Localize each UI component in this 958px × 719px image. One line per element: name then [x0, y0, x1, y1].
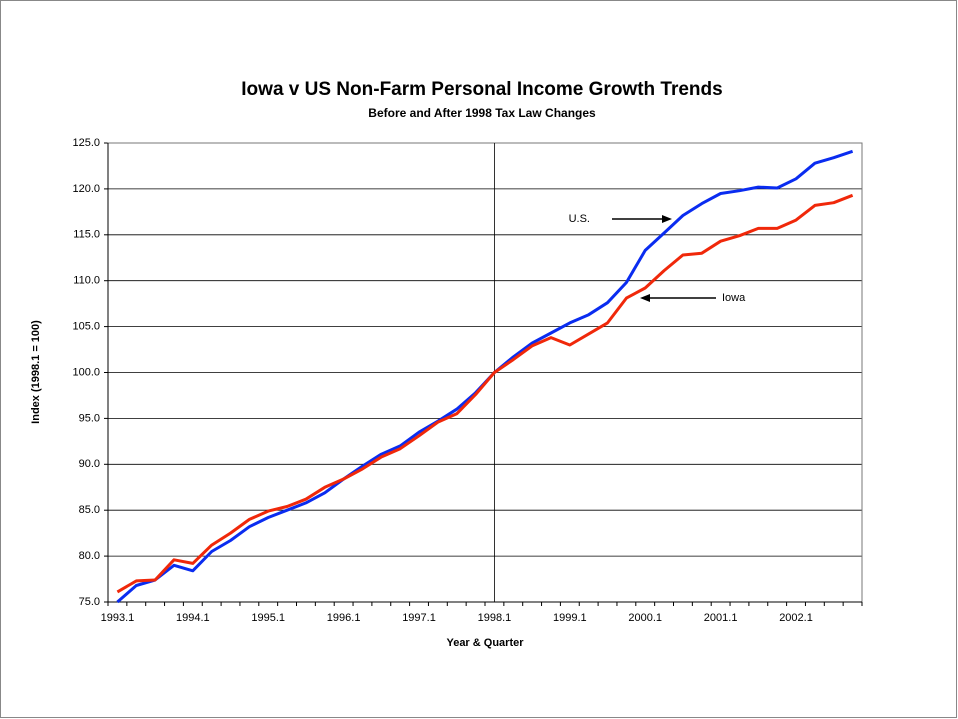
x-tick-label: 2002.1: [779, 612, 813, 624]
series-line: [116, 193, 854, 594]
x-tick-label: 1995.1: [251, 612, 285, 624]
chart-title: Iowa v US Non-Farm Personal Income Growt…: [241, 79, 722, 100]
y-tick-label: 120.0: [72, 183, 100, 195]
x-tick-label: 1993.1: [101, 612, 135, 624]
y-tick-label: 125.0: [72, 137, 100, 149]
x-tick-label: 2000.1: [628, 612, 662, 624]
x-tick-label: 1994.1: [176, 612, 210, 624]
y-tick-label: 75.0: [79, 596, 100, 608]
y-axis-label: Index (1998.1 = 100): [30, 320, 42, 424]
x-tick-label: 1998.1: [478, 612, 512, 624]
x-tick-label: 1997.1: [402, 612, 436, 624]
y-tick-label: 115.0: [73, 229, 100, 241]
y-tick-label: 110.0: [73, 275, 100, 287]
y-tick-label: 85.0: [79, 504, 100, 516]
arrow-head: [640, 294, 650, 302]
x-tick-label: 1999.1: [553, 612, 587, 624]
y-tick-label: 90.0: [79, 458, 100, 470]
arrow-head: [662, 215, 672, 223]
y-tick-label: 80.0: [79, 550, 100, 562]
chart-subtitle: Before and After 1998 Tax Law Changes: [368, 106, 596, 120]
y-tick-label: 100.0: [72, 366, 100, 378]
annotation: Iowa: [722, 292, 746, 304]
x-tick-label: 2001.1: [704, 612, 738, 624]
y-tick-label: 95.0: [79, 412, 100, 424]
x-axis-label: Year & Quarter: [446, 637, 524, 649]
annotation: U.S.: [569, 213, 590, 225]
y-tick-label: 105.0: [72, 321, 100, 333]
x-tick-label: 1996.1: [327, 612, 361, 624]
